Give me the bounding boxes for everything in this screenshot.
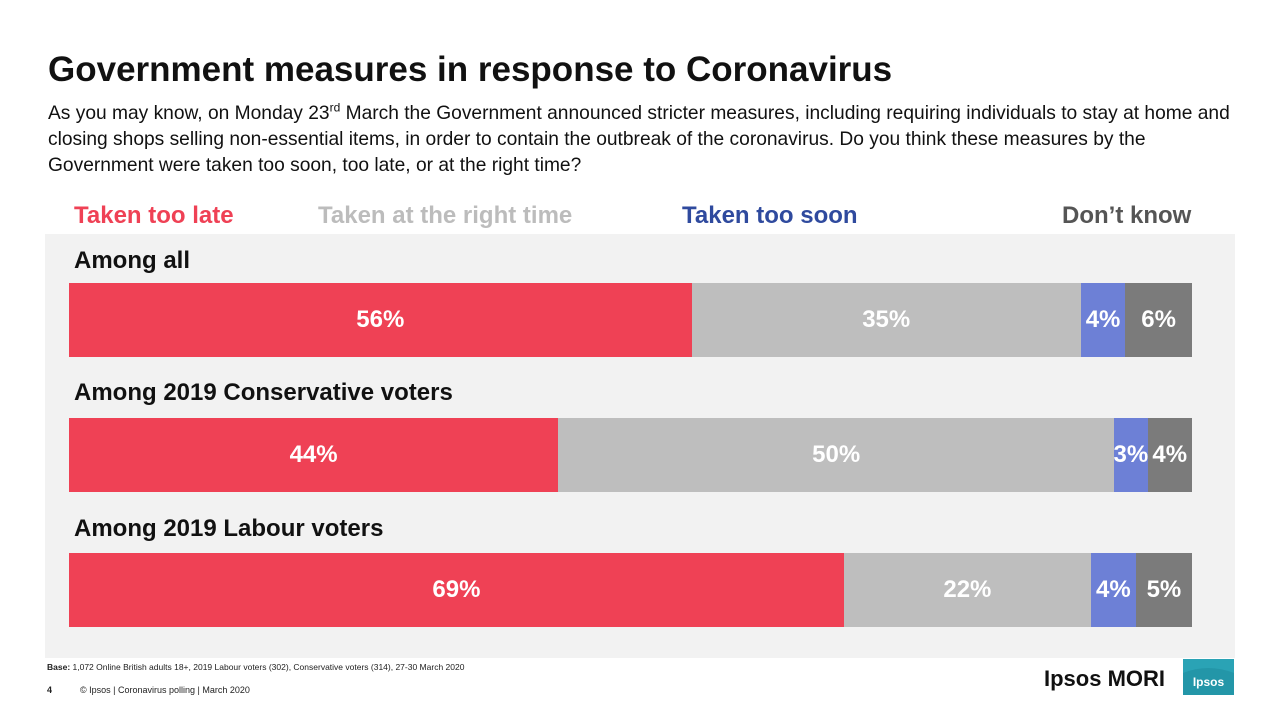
base-note: Base: 1,072 Online British adults 18+, 2… bbox=[47, 662, 464, 672]
base-note-text: 1,072 Online British adults 18+, 2019 La… bbox=[70, 662, 465, 672]
bar-segment-right-time: 35% bbox=[691, 283, 1081, 357]
data-label: 44% bbox=[289, 441, 338, 468]
legend-taken-too-soon: Taken too soon bbox=[682, 202, 858, 229]
bar-row-conservative: 44% 50% 3% 4% bbox=[69, 418, 1192, 492]
bar-segment-right-time: 22% bbox=[843, 553, 1091, 627]
data-label: 6% bbox=[1141, 306, 1176, 333]
group-label-all: Among all bbox=[74, 247, 191, 274]
logo-text: Ipsos bbox=[1193, 675, 1225, 689]
bar-segment-taken-too-soon: 3% bbox=[1113, 418, 1149, 492]
bar-segment-taken-too-late: 69% bbox=[69, 553, 844, 627]
bar-segment-taken-too-late: 56% bbox=[69, 283, 692, 357]
page-number: 4 bbox=[47, 685, 53, 695]
question-superscript: rd bbox=[329, 100, 341, 115]
data-label: 4% bbox=[1085, 306, 1121, 333]
bar-segment-dont-know: 4% bbox=[1147, 418, 1192, 492]
data-label: 5% bbox=[1146, 576, 1182, 603]
bar-row-labour: 69% 22% 4% 5% bbox=[69, 553, 1192, 627]
bar-segment-taken-too-late: 44% bbox=[69, 418, 559, 492]
legend-dont-know: Don’t know bbox=[1062, 202, 1192, 229]
question-part-2: March the Government announced stricter … bbox=[48, 103, 1230, 176]
data-label: 50% bbox=[812, 441, 861, 468]
bar-row-all: 56% 35% 4% 6% bbox=[69, 283, 1192, 357]
data-label: 3% bbox=[1113, 441, 1149, 468]
survey-question: As you may know, on Monday 23rd March th… bbox=[48, 101, 1248, 179]
legend-taken-too-late: Taken too late bbox=[74, 202, 234, 229]
bar-segment-taken-too-soon: 4% bbox=[1090, 553, 1136, 627]
data-label: 4% bbox=[1096, 576, 1131, 603]
data-label: 56% bbox=[356, 306, 405, 333]
footer-text: © Ipsos | Coronavirus polling | March 20… bbox=[80, 685, 250, 695]
data-label: 35% bbox=[862, 306, 911, 333]
brand-name: Ipsos MORI bbox=[1044, 666, 1166, 691]
question-part-1: As you may know, on Monday 23 bbox=[48, 103, 330, 124]
footer: 4 © Ipsos | Coronavirus polling | March 2… bbox=[47, 685, 250, 695]
data-label: 4% bbox=[1152, 441, 1188, 468]
slide-title: Government measures in response to Coron… bbox=[48, 50, 893, 89]
bar-segment-taken-too-soon: 4% bbox=[1080, 283, 1126, 357]
bar-segment-right-time: 50% bbox=[558, 418, 1115, 492]
logo-wave bbox=[1183, 668, 1234, 695]
base-note-label: Base: bbox=[47, 662, 71, 672]
bar-segment-dont-know: 6% bbox=[1125, 283, 1192, 357]
group-label-conservative: Among 2019 Conservative voters bbox=[74, 379, 453, 406]
bar-segment-dont-know: 5% bbox=[1135, 553, 1192, 627]
group-label-labour: Among 2019 Labour voters bbox=[74, 515, 384, 542]
data-label: 22% bbox=[943, 576, 992, 603]
ipsos-logo-icon: Ipsos bbox=[1183, 659, 1234, 695]
data-label: 69% bbox=[432, 576, 481, 603]
legend-right-time: Taken at the right time bbox=[318, 202, 573, 229]
